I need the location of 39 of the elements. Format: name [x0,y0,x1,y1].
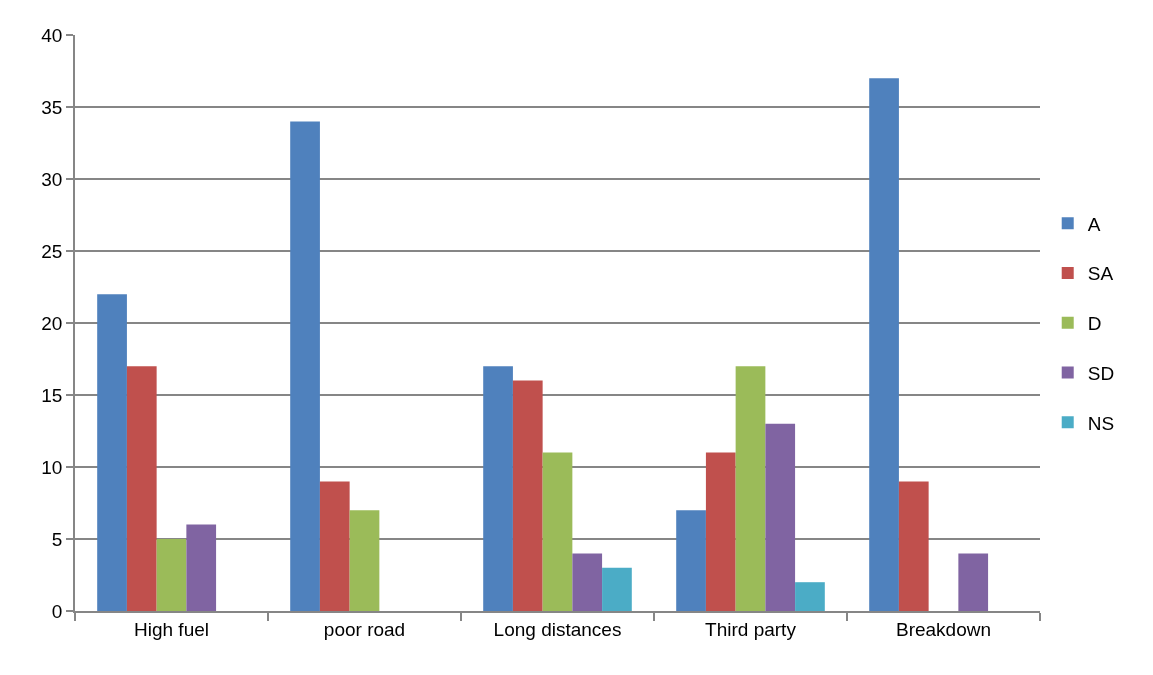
bar [290,121,320,611]
y-tick-label: 10 [41,456,63,478]
bar [156,539,187,611]
legend-label: SD [1087,362,1115,384]
bar [319,481,350,611]
bar [97,294,127,611]
bar [898,481,929,611]
bar [795,582,825,611]
bar [349,510,380,611]
bar [126,366,157,611]
bar [869,78,899,611]
legend-label: D [1087,313,1102,335]
bar [542,452,573,611]
y-tick-label: 30 [41,168,63,190]
bar [958,553,989,611]
y-tick-label: 20 [41,312,63,334]
legend-label: SA [1087,263,1114,285]
bar [765,423,796,611]
y-tick-label: 0 [51,600,63,622]
bar [512,380,543,611]
legend-label: A [1087,213,1101,235]
y-tick-label: 35 [41,96,63,118]
legend-label: NS [1087,412,1115,434]
x-tick-label: poor road [323,618,406,640]
bar [572,553,603,611]
x-tick-label: High fuel [134,618,209,640]
bar [676,510,706,611]
bar [602,567,632,611]
y-tick-label: 40 [41,24,63,46]
bar [735,366,766,611]
x-tick-label: Third party [705,618,797,640]
y-tick-label: 5 [51,528,63,550]
bar [705,452,736,611]
x-tick-label: Breakdown [895,618,992,640]
y-tick-label: 15 [41,384,63,406]
bar [483,366,513,611]
x-tick-label: Long distances [493,618,622,640]
y-tick-label: 25 [41,240,63,262]
bar [186,524,217,611]
